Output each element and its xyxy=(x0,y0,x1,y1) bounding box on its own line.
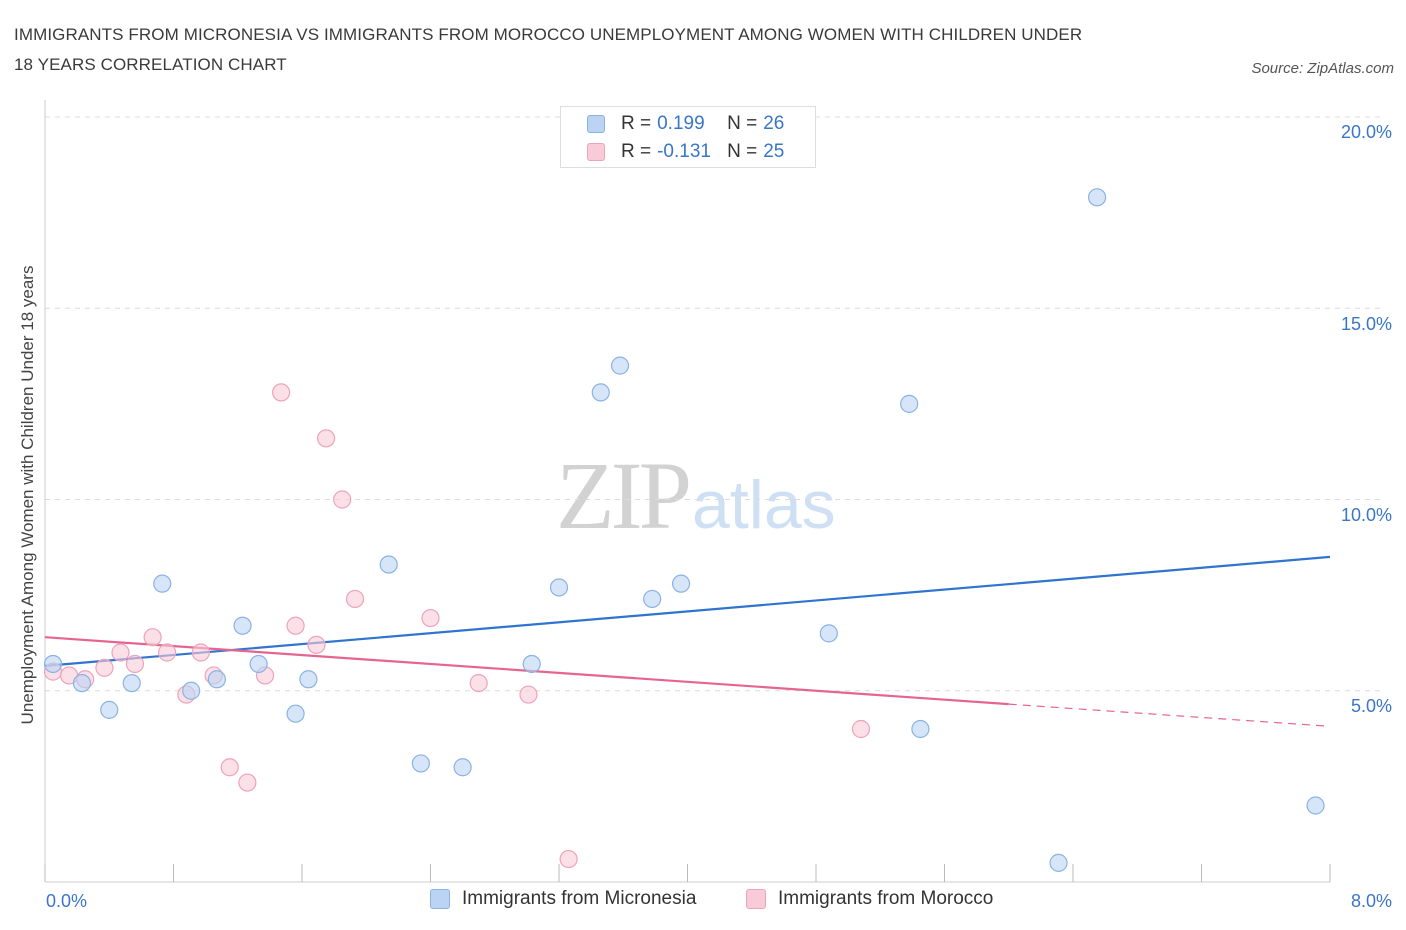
series-swatch-micronesia xyxy=(430,889,450,909)
data-point-morocco xyxy=(307,635,326,654)
data-point-morocco xyxy=(95,658,114,677)
data-point-micronesia xyxy=(286,704,305,723)
watermark-atlas: atlas xyxy=(692,467,836,543)
data-point-morocco xyxy=(345,589,365,609)
data-point-micronesia xyxy=(911,719,930,739)
data-point-morocco xyxy=(333,490,352,509)
chart-title-line-2: 18 YEARS CORRELATION CHART xyxy=(14,55,287,74)
data-point-micronesia xyxy=(207,670,226,689)
data-point-micronesia xyxy=(299,670,318,689)
data-point-morocco xyxy=(421,608,440,628)
data-point-morocco xyxy=(125,654,145,674)
data-point-micronesia xyxy=(549,578,569,597)
data-point-micronesia xyxy=(591,383,610,402)
data-point-morocco xyxy=(191,643,210,662)
data-point-morocco xyxy=(111,643,130,662)
data-point-morocco xyxy=(272,383,291,402)
data-point-micronesia xyxy=(900,394,919,413)
data-point-morocco xyxy=(238,773,257,792)
data-point-micronesia xyxy=(411,754,430,773)
correlation-legend: R = 0.199 N = 26 R = -0.131 N = 25 xyxy=(560,106,816,168)
watermark: ZIPatlas xyxy=(556,440,836,551)
data-point-micronesia xyxy=(72,673,92,693)
chart-title: IMMIGRANTS FROM MICRONESIA VS IMMIGRANTS… xyxy=(14,20,1214,80)
data-point-micronesia xyxy=(1087,188,1107,207)
chart-title-line-1: IMMIGRANTS FROM MICRONESIA VS IMMIGRANTS… xyxy=(14,25,1083,44)
data-point-micronesia xyxy=(122,673,141,693)
data-point-micronesia xyxy=(643,589,662,609)
data-point-morocco xyxy=(157,643,177,662)
legend-n-label: N = xyxy=(727,113,758,134)
data-point-micronesia xyxy=(43,654,63,674)
data-point-micronesia xyxy=(182,681,201,700)
y-tick-label: 15.0% xyxy=(1340,314,1392,334)
legend-swatch-morocco xyxy=(587,143,605,161)
legend-row-micronesia: R = 0.199 N = 26 xyxy=(587,112,784,136)
y-tick-label: 5.0% xyxy=(1350,696,1392,716)
legend-swatch-micronesia xyxy=(587,115,605,133)
data-point-micronesia xyxy=(1306,796,1325,815)
grid-lines xyxy=(45,116,1380,692)
legend-n-value: 26 xyxy=(763,113,785,134)
legend-r-label: R = xyxy=(621,113,652,134)
axes xyxy=(44,100,1331,883)
data-point-micronesia xyxy=(453,758,472,777)
source-credit: Source: ZipAtlas.com xyxy=(1251,60,1394,77)
data-point-morocco xyxy=(286,616,305,635)
data-points xyxy=(43,188,1325,872)
data-point-micronesia xyxy=(522,654,541,674)
data-point-micronesia xyxy=(153,574,172,593)
legend-n-value: 25 xyxy=(763,141,785,162)
trend-line-micronesia xyxy=(44,555,1331,667)
data-point-morocco xyxy=(851,719,871,739)
data-point-morocco xyxy=(220,758,239,777)
data-point-micronesia xyxy=(671,574,691,593)
watermark-zip: ZIP xyxy=(556,442,692,549)
trend-line-morocco-extension xyxy=(1008,703,1331,727)
legend-r-value: 0.199 xyxy=(657,113,705,134)
data-point-morocco xyxy=(143,628,162,647)
legend-r-label: R = xyxy=(621,141,652,162)
series-label-micronesia: Immigrants from Micronesia xyxy=(462,888,697,909)
data-point-micronesia xyxy=(1049,853,1068,872)
x-tick-label-max: 8.0% xyxy=(1350,891,1392,911)
series-label-morocco: Immigrants from Morocco xyxy=(778,888,994,909)
data-point-morocco xyxy=(559,849,578,869)
data-point-morocco xyxy=(469,673,488,693)
legend-row-morocco: R = -0.131 N = 25 xyxy=(587,140,784,164)
series-legend-morocco: Immigrants from Morocco xyxy=(746,888,993,910)
y-tick-label: 10.0% xyxy=(1340,505,1392,525)
data-point-micronesia xyxy=(249,654,268,674)
data-point-micronesia xyxy=(610,356,630,375)
y-tick-label: 20.0% xyxy=(1340,122,1392,142)
series-swatch-morocco xyxy=(746,889,766,909)
data-point-micronesia xyxy=(819,624,838,643)
data-point-morocco xyxy=(316,429,336,448)
legend-r-value: -0.131 xyxy=(657,141,711,162)
series-legend-micronesia: Immigrants from Micronesia xyxy=(430,888,696,910)
data-point-micronesia xyxy=(379,555,398,574)
series-legend: Immigrants from Micronesia Immigrants fr… xyxy=(0,888,1406,916)
data-point-micronesia xyxy=(233,616,252,635)
data-point-morocco xyxy=(519,685,538,704)
x-tick-label-min: 0.0% xyxy=(46,891,88,911)
data-point-micronesia xyxy=(100,700,119,719)
legend-n-label: N = xyxy=(727,141,758,162)
